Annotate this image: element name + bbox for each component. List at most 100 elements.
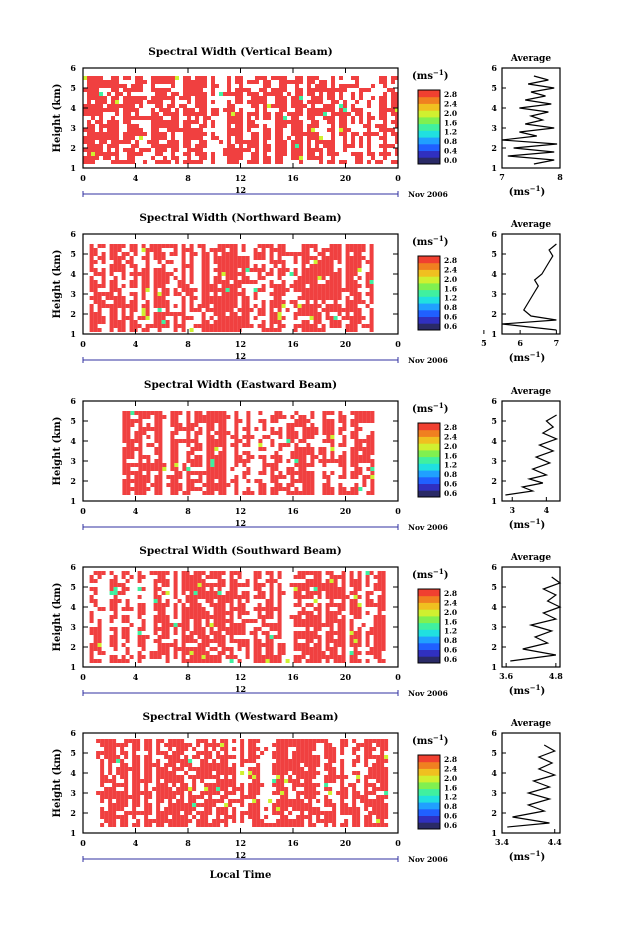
heatmap-cell [363, 124, 367, 128]
heatmap-cell [299, 124, 303, 128]
heatmap-cell [193, 599, 198, 603]
heatmap-cell [308, 739, 313, 743]
heatmap-cell [301, 268, 306, 272]
heatmap-cell [204, 823, 209, 827]
heatmap-cell [275, 160, 279, 164]
heatmap-cell [136, 795, 141, 799]
colorbar-swatch [418, 656, 440, 664]
heatmap-cell [132, 803, 137, 807]
heatmap-cell [174, 463, 179, 467]
heatmap-cell [212, 763, 217, 767]
heatmap-cell [122, 451, 127, 455]
heatmap-cell [209, 659, 214, 663]
heatmap-cell [300, 755, 305, 759]
heatmap-cell [126, 443, 131, 447]
colorbar-tick-label: 1.2 [444, 294, 457, 303]
x-tick-label: 12 [235, 339, 246, 349]
heatmap-cell [373, 627, 378, 631]
heatmap-cell [240, 791, 245, 795]
heatmap-cell [269, 252, 274, 256]
heatmap-cell [171, 128, 175, 132]
heatmap-cell [343, 136, 347, 140]
heatmap-cell [133, 324, 138, 328]
heatmap-cell [210, 451, 215, 455]
heatmap-cell [210, 455, 215, 459]
heatmap-cell [89, 575, 94, 579]
heatmap-cell [225, 316, 230, 320]
heatmap-cell [293, 316, 298, 320]
heatmap-cell [213, 603, 218, 607]
heatmap-cell [197, 647, 202, 651]
heatmap-cell [124, 787, 129, 791]
heatmap-cell [318, 451, 323, 455]
heatmap-cell [291, 132, 295, 136]
heatmap-cell [248, 767, 253, 771]
heatmap-cell [281, 324, 286, 328]
heatmap-cell [151, 100, 155, 104]
heatmap-cell [213, 583, 218, 587]
heatmap-cell [201, 595, 206, 599]
heatmap-cell [381, 619, 386, 623]
heatmap-cell [233, 571, 238, 575]
heatmap-cell [284, 803, 289, 807]
heatmap-cell [229, 300, 234, 304]
heatmap-cell [170, 431, 175, 435]
heatmap-cell [377, 603, 382, 607]
heatmap-cell [277, 252, 282, 256]
heatmap-cell [239, 136, 243, 140]
heatmap-cell [186, 451, 191, 455]
heatmap-cell [111, 76, 115, 80]
heatmap-cell [255, 140, 259, 144]
heatmap-cell [370, 419, 375, 423]
heatmap-cell [126, 415, 131, 419]
heatmap-cell [300, 823, 305, 827]
heatmap-cell [234, 459, 239, 463]
heatmap-cell [192, 795, 197, 799]
heatmap-cell [229, 324, 234, 328]
heatmap-cell [178, 439, 183, 443]
heatmap-cell [319, 84, 323, 88]
heatmap-cell [322, 451, 327, 455]
heatmap-cell [304, 783, 309, 787]
heatmap-cell [181, 248, 186, 252]
heatmap-cell [283, 84, 287, 88]
heatmap-cell [261, 300, 266, 304]
x-tick-label: 4 [133, 173, 139, 183]
colorbar-frame [417, 422, 441, 498]
heatmap-cell [121, 587, 126, 591]
heatmap-cell [127, 136, 131, 140]
heatmap-cell [331, 156, 335, 160]
heatmap-cell [89, 264, 94, 268]
heatmap-cell [306, 435, 311, 439]
heatmap-cell [132, 739, 137, 743]
heatmap-cell [353, 292, 358, 296]
heatmap-cell [234, 411, 239, 415]
heatmap-cell [193, 252, 198, 256]
heatmap-cell [113, 579, 118, 583]
heatmap-cell [246, 451, 251, 455]
heatmap-cell [181, 264, 186, 268]
heatmap-cell [159, 132, 163, 136]
heatmap-cell [333, 284, 338, 288]
heatmap-cell [383, 116, 387, 120]
heatmap-cell [308, 751, 313, 755]
heatmap-cell [145, 316, 150, 320]
y-tick-label: 6 [70, 562, 76, 572]
heatmap-cell [165, 272, 170, 276]
heatmap-cell [325, 603, 330, 607]
heatmap-cell [319, 88, 323, 92]
heatmap-cell [280, 795, 285, 799]
heatmap-cell [273, 320, 278, 324]
heatmap-cell [284, 787, 289, 791]
heatmap-cell [96, 791, 101, 795]
heatmap-cell [139, 148, 143, 152]
heatmap-cell [233, 583, 238, 587]
heatmap-cell [273, 248, 278, 252]
heatmap-cell [227, 140, 231, 144]
heatmap-cell [355, 76, 359, 80]
colorbar-tick-label: 2.4 [444, 432, 457, 441]
heatmap-cell [180, 791, 185, 795]
colorbar-tick-label: 2.4 [444, 99, 457, 108]
heatmap-cell [365, 272, 370, 276]
heatmap-cell [187, 156, 191, 160]
